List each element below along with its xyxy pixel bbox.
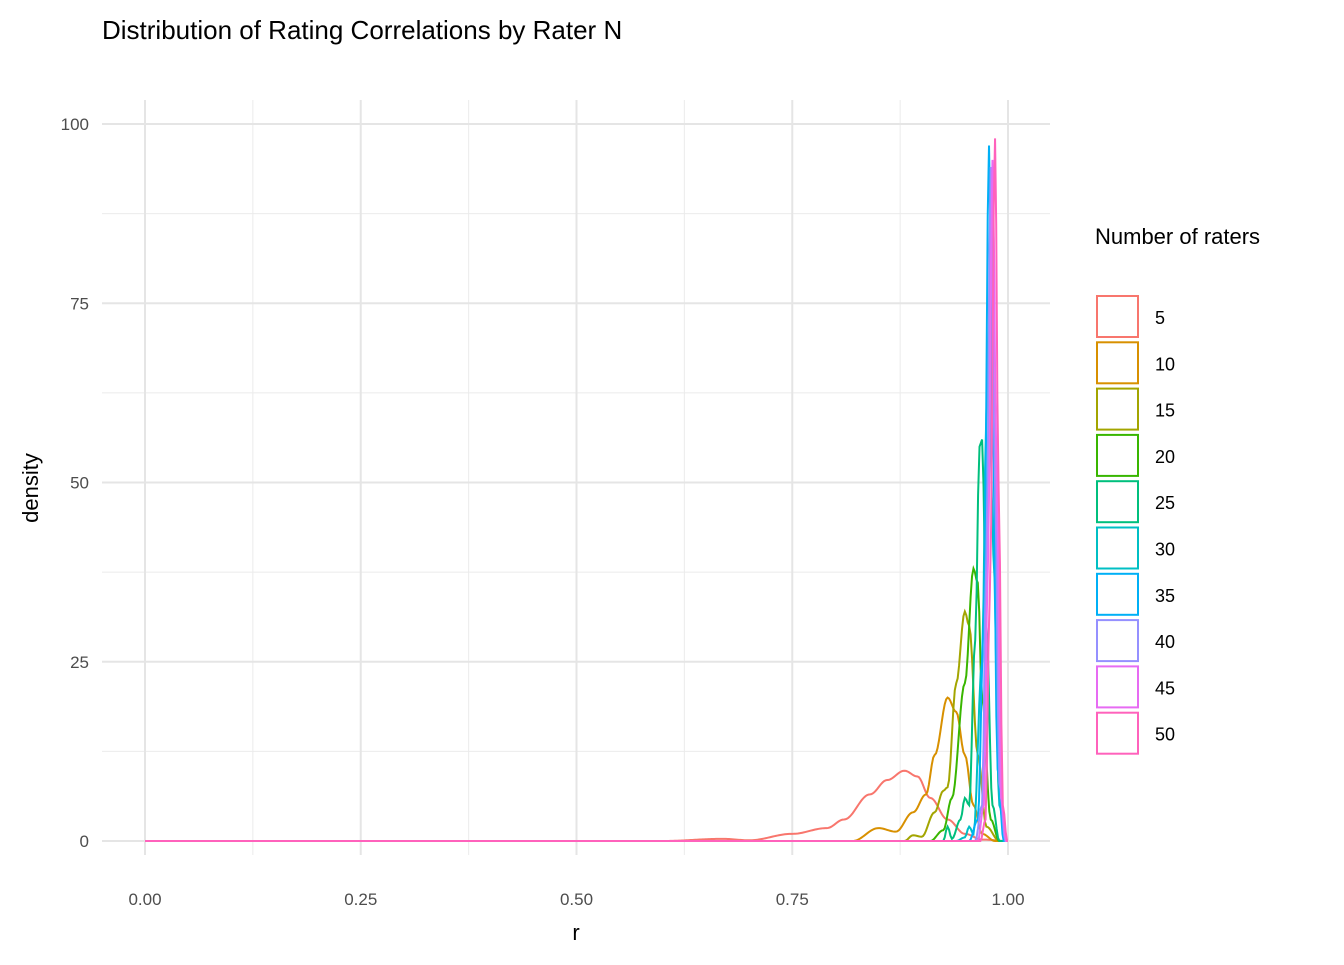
- legend-label: 20: [1155, 447, 1175, 467]
- y-tick-label: 25: [70, 653, 89, 672]
- legend-label: 35: [1155, 586, 1175, 606]
- legend-key-15: [1096, 387, 1139, 431]
- y-tick-label: 0: [80, 832, 89, 851]
- legend-label: 15: [1155, 401, 1175, 421]
- legend-label: 45: [1155, 678, 1175, 698]
- density-line-50: [145, 138, 1009, 842]
- y-axis: 0 25 50 75 100: [61, 115, 89, 851]
- series-lines: [145, 138, 1009, 842]
- x-axis-label: r: [572, 920, 579, 945]
- y-tick-label: 75: [70, 294, 89, 313]
- legend-label: 30: [1155, 540, 1175, 560]
- legend-key-25: [1096, 480, 1139, 524]
- legend-key-50: [1096, 711, 1139, 755]
- legend-label: 5: [1155, 308, 1165, 328]
- legend-key-5: [1096, 295, 1139, 338]
- legend-key-10: [1096, 341, 1139, 385]
- legend-key-45: [1096, 665, 1139, 709]
- legend-key-20: [1096, 433, 1139, 477]
- legend-key-35: [1096, 572, 1139, 616]
- y-axis-label: density: [18, 453, 43, 523]
- x-tick-label: 0.75: [776, 890, 809, 909]
- y-tick-label: 50: [70, 474, 89, 493]
- grid: [102, 100, 1050, 855]
- legend-label: 10: [1155, 354, 1175, 374]
- x-tick-label: 0.00: [128, 890, 161, 909]
- x-tick-label: 0.50: [560, 890, 593, 909]
- legend: 5 10 15 20 25 30 35 40 45 50: [1096, 295, 1175, 755]
- legend-label: 50: [1155, 725, 1175, 745]
- y-tick-label: 100: [61, 115, 89, 134]
- chart-title: Distribution of Rating Correlations by R…: [102, 15, 622, 45]
- x-axis: 0.00 0.25 0.50 0.75 1.00: [128, 890, 1024, 909]
- legend-key-40: [1096, 619, 1139, 663]
- legend-label: 40: [1155, 632, 1175, 652]
- legend-title: Number of raters: [1095, 224, 1260, 249]
- x-tick-label: 0.25: [344, 890, 377, 909]
- legend-key-30: [1096, 526, 1139, 570]
- x-tick-label: 1.00: [991, 890, 1024, 909]
- legend-label: 25: [1155, 493, 1175, 513]
